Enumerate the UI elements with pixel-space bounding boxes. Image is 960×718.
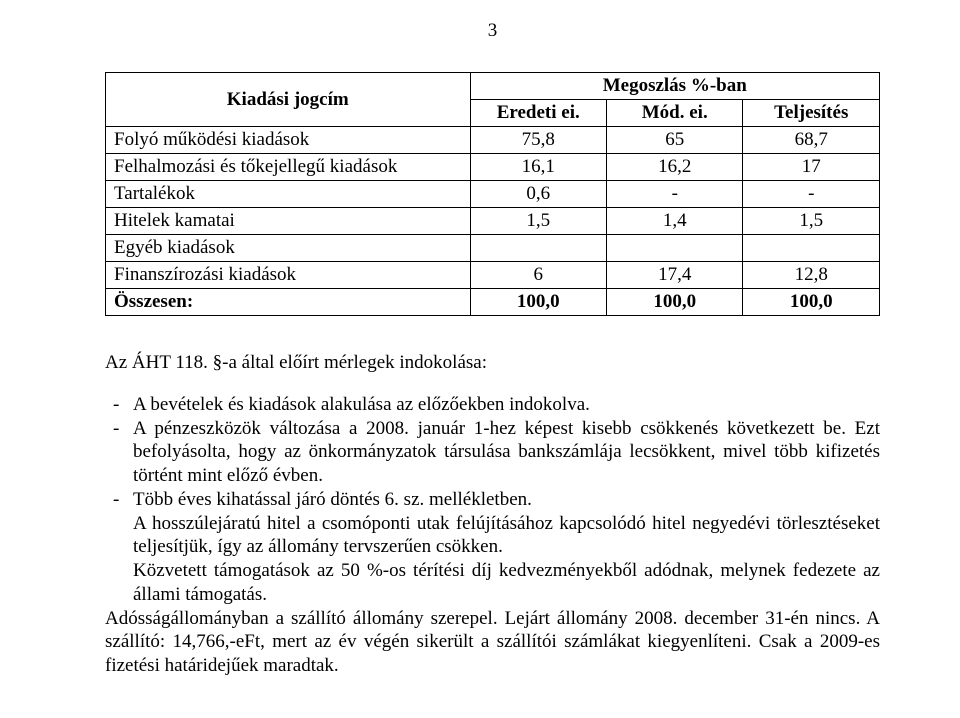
- distribution-table: Kiadási jogcím Megoszlás %-ban Eredeti e…: [105, 72, 880, 316]
- table-row-header-label: Kiadási jogcím: [106, 73, 471, 127]
- page: 3 Kiadási jogcím Megoszlás %-ban Eredeti…: [0, 0, 960, 718]
- table-total-label: Összesen:: [106, 289, 471, 316]
- table-row: Folyó működési kiadások 75,8 65 68,7: [106, 127, 880, 154]
- table-subheader-1: Eredeti ei.: [470, 100, 606, 127]
- table-row: Egyéb kiadások: [106, 235, 880, 262]
- table-cell-label: Finanszírozási kiadások: [106, 262, 471, 289]
- table-header-row-1: Kiadási jogcím Megoszlás %-ban: [106, 73, 880, 100]
- table-cell-label: Hitelek kamatai: [106, 208, 471, 235]
- table-cell-label: Tartalékok: [106, 181, 471, 208]
- list-item: Több éves kihatással járó döntés 6. sz. …: [133, 488, 880, 512]
- body-text: Az ÁHT 118. §-a által előírt mérlegek in…: [105, 351, 880, 678]
- table-cell: -: [743, 181, 880, 208]
- paragraph: A hosszúlejáratú hitel a csomóponti utak…: [105, 512, 880, 560]
- bullet-list: A bevételek és kiadások alakulása az elő…: [105, 393, 880, 512]
- table-cell: 1,5: [743, 208, 880, 235]
- list-item: A pénzeszközök változása a 2008. január …: [133, 417, 880, 488]
- table-subheader-3: Teljesítés: [743, 100, 880, 127]
- table-subheader-2: Mód. ei.: [606, 100, 742, 127]
- table-row: Finanszírozási kiadások 6 17,4 12,8: [106, 262, 880, 289]
- table-cell: 17: [743, 154, 880, 181]
- table-row: Tartalékok 0,6 - -: [106, 181, 880, 208]
- table-cell: 1,4: [606, 208, 742, 235]
- table-total-cell: 100,0: [743, 289, 880, 316]
- table-row: Hitelek kamatai 1,5 1,4 1,5: [106, 208, 880, 235]
- table-cell: 75,8: [470, 127, 606, 154]
- table-cell: 16,1: [470, 154, 606, 181]
- table-total-row: Összesen: 100,0 100,0 100,0: [106, 289, 880, 316]
- section-title: Az ÁHT 118. §-a által előírt mérlegek in…: [105, 351, 880, 375]
- paragraph: Közvetett támogatások az 50 %-os térítés…: [105, 559, 880, 607]
- table-cell: 12,8: [743, 262, 880, 289]
- table-cell: 0,6: [470, 181, 606, 208]
- table-cell: [470, 235, 606, 262]
- table-header-span: Megoszlás %-ban: [470, 73, 880, 100]
- table-cell-label: Folyó működési kiadások: [106, 127, 471, 154]
- list-item: A bevételek és kiadások alakulása az elő…: [133, 393, 880, 417]
- table-total-cell: 100,0: [470, 289, 606, 316]
- table-cell-label: Felhalmozási és tőkejellegű kiadások: [106, 154, 471, 181]
- table-cell-label: Egyéb kiadások: [106, 235, 471, 262]
- page-number: 3: [105, 20, 880, 42]
- table-cell: 16,2: [606, 154, 742, 181]
- table-cell: 1,5: [470, 208, 606, 235]
- table-cell: 65: [606, 127, 742, 154]
- table-cell: [743, 235, 880, 262]
- table-cell: -: [606, 181, 742, 208]
- table-cell: 68,7: [743, 127, 880, 154]
- table-cell: [606, 235, 742, 262]
- table-cell: 17,4: [606, 262, 742, 289]
- table-row: Felhalmozási és tőkejellegű kiadások 16,…: [106, 154, 880, 181]
- table-cell: 6: [470, 262, 606, 289]
- table-total-cell: 100,0: [606, 289, 742, 316]
- paragraph: Adósságállományban a szállító állomány s…: [105, 607, 880, 678]
